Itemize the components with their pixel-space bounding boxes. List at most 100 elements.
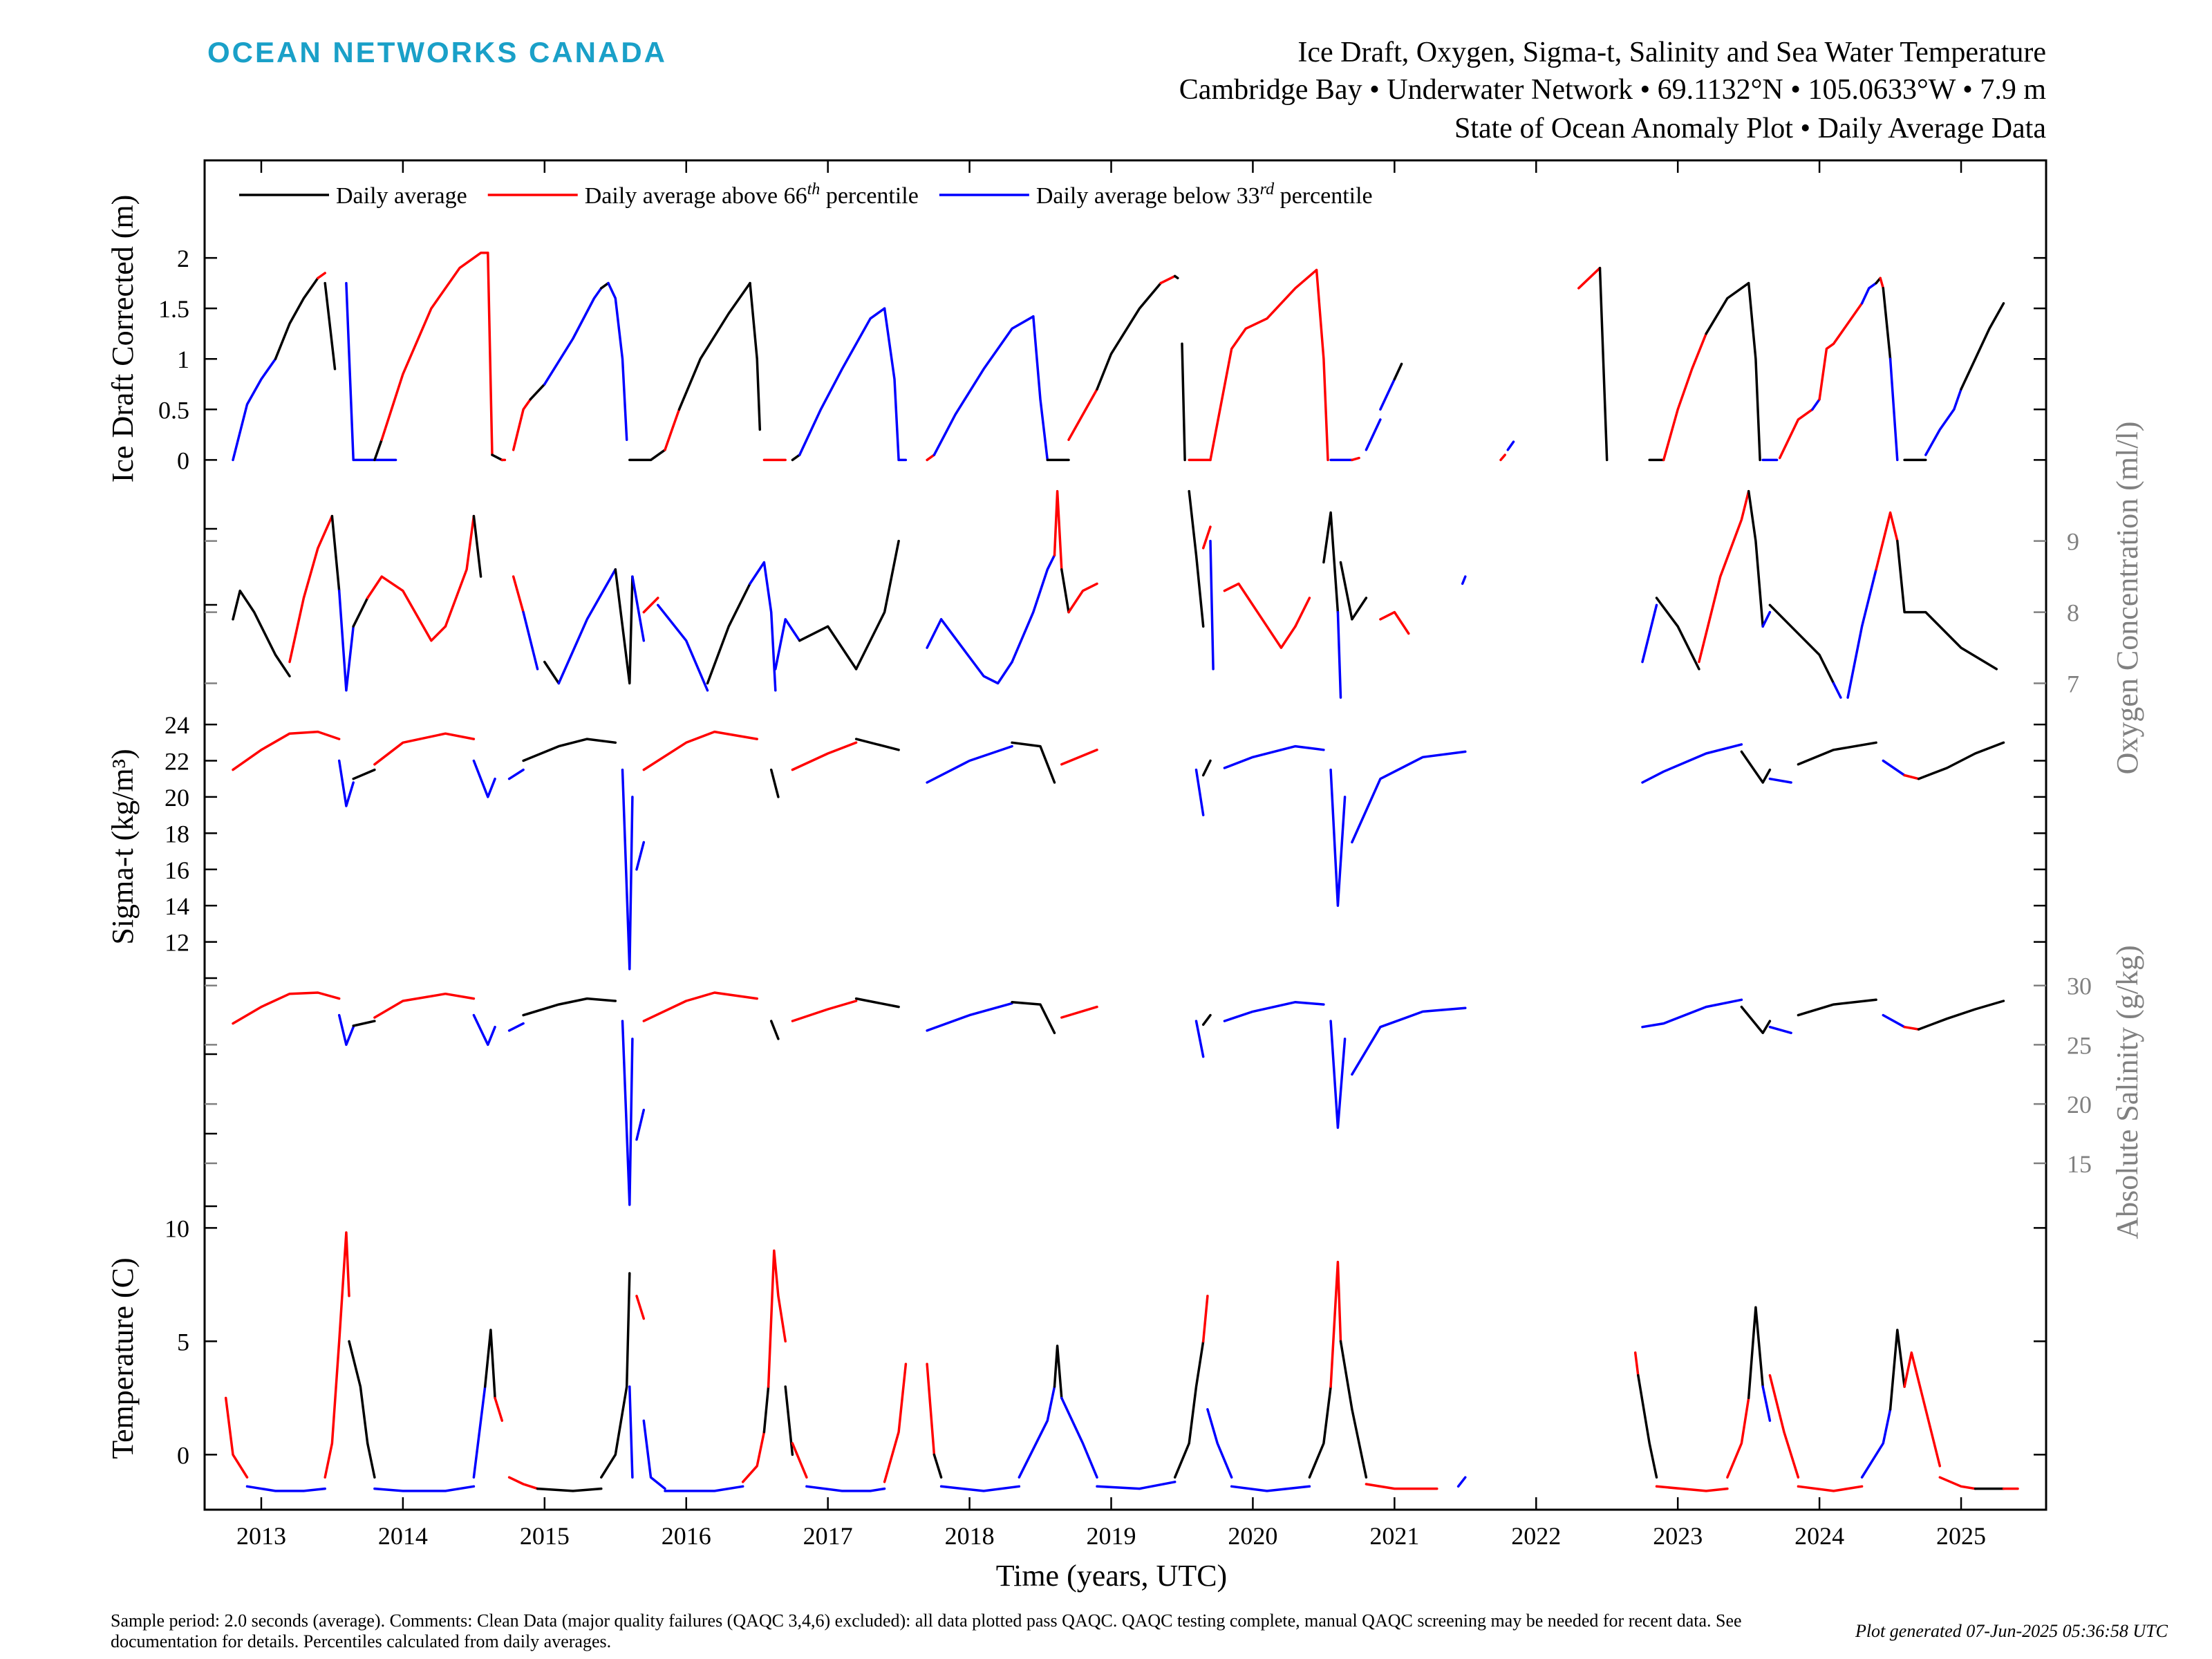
ocean-networks-canada-logo: OCEAN NETWORKS CANADA: [207, 36, 667, 68]
ice-series-segment: [543, 287, 603, 386]
ice-series-segment: [791, 453, 801, 462]
salinity-y-axis-label: Absolute Salinity (g/kg): [2110, 945, 2144, 1239]
x-tick-label: 2017: [803, 1522, 853, 1550]
sigma-series-segment: [1740, 750, 1772, 784]
sigma-series-segment: [621, 768, 634, 971]
temp-series-segment: [1655, 1485, 1729, 1492]
oxygen-y-axis-label: Oxygen Concentration (ml/l): [2110, 422, 2144, 775]
x-tick-label: 2022: [1511, 1522, 1561, 1550]
ice-series-segment: [1393, 362, 1403, 381]
salinity-y-tick-label: 30: [2067, 973, 2092, 1000]
legend-entry-label: Daily average below 33rd percentile: [1036, 180, 1373, 209]
temp-series-segment: [366, 1442, 376, 1479]
ice-series-segment: [1506, 440, 1515, 451]
x-tick-label: 2025: [1936, 1522, 1986, 1550]
ice-series-segment: [600, 281, 610, 290]
ice-series-segment: [274, 276, 319, 360]
oxygen-y-tick-label: 9: [2067, 528, 2079, 556]
sigma-series-segment: [522, 738, 617, 762]
temp-series-segment: [1173, 1340, 1205, 1479]
legend-suffix: percentile: [1274, 183, 1373, 209]
ice-y-tick-label: 0: [177, 447, 189, 474]
ice-series-segment: [529, 383, 546, 401]
salinity-y-tick-label: 25: [2067, 1031, 2092, 1059]
oxygen-series-segment: [642, 597, 659, 614]
temp-series-segment: [1096, 1481, 1177, 1490]
temp-series-segment: [1201, 1295, 1209, 1343]
ice-series-segment: [926, 453, 936, 462]
temp-series-segment: [472, 1385, 487, 1479]
ice-series-segment: [1181, 342, 1186, 462]
legend-entry-label: Daily average above 66th percentile: [585, 180, 919, 209]
oxygen-series-segment: [366, 575, 447, 642]
oxygen-series-segment: [1379, 610, 1410, 635]
temp-y-axis-label: Temperature (C): [106, 1257, 140, 1459]
ice-series-segment: [677, 281, 751, 411]
sigma-y-tick-label: 16: [165, 856, 189, 884]
sigma-series-segment: [791, 741, 858, 771]
ice-series-segment: [491, 453, 504, 462]
sigma-y-tick-label: 22: [165, 748, 189, 776]
salinity-series-segment: [1797, 998, 1877, 1017]
ice-series-segment: [1096, 281, 1162, 391]
x-tick-label: 2016: [662, 1522, 711, 1550]
oxygen-series-segment: [939, 618, 1013, 685]
ice-series-segment: [664, 408, 681, 451]
temp-series-segment: [536, 1487, 603, 1492]
temp-series-segment: [791, 1442, 808, 1479]
temp-y-tick-label: 10: [165, 1215, 189, 1242]
ice-y-tick-label: 0.5: [158, 396, 189, 424]
oxygen-series-segment: [1060, 568, 1070, 614]
ice-series-segment: [1960, 302, 2005, 391]
sigma-series-segment: [1201, 759, 1212, 777]
ice-series-segment: [380, 252, 489, 441]
ice-series-segment: [1598, 266, 1609, 462]
oxygen-series-segment: [557, 568, 617, 685]
ice-series-segment: [1879, 276, 1885, 290]
oxygen-series-segment: [1896, 539, 1998, 671]
x-tick-label: 2013: [236, 1522, 286, 1550]
sigma-series-segment: [926, 744, 1013, 784]
ice-series-segment: [883, 307, 900, 462]
ice-y-tick-label: 1.5: [158, 295, 189, 323]
ice-series-segment: [512, 397, 532, 451]
temp-series-segment: [1726, 1396, 1750, 1479]
oxygen-series-segment: [522, 610, 539, 671]
temp-series-segment: [1637, 1374, 1658, 1479]
x-tick-label: 2023: [1653, 1522, 1703, 1550]
sigma-series-segment: [507, 768, 525, 780]
ice-series-segment: [607, 281, 628, 441]
sigma-series-segment: [854, 738, 900, 751]
sigma-y-tick-label: 24: [165, 711, 189, 739]
temp-series-segment: [1747, 1306, 1764, 1400]
ice-y-axis-label: Ice Draft Corrected (m): [106, 195, 140, 483]
ice-series-segment: [1315, 268, 1329, 462]
ice-series-segment: [487, 252, 494, 456]
temp-series-segment: [1938, 1476, 1977, 1490]
salinity-series-segment: [1351, 1006, 1467, 1076]
sigma-series-segment: [472, 759, 496, 798]
oxygen-series-segment: [854, 539, 900, 671]
temp-y-tick-label: 5: [177, 1328, 189, 1356]
sigma-series-segment: [642, 730, 758, 771]
temp-series-segment: [932, 1453, 943, 1479]
oxygen-series-segment: [472, 514, 482, 578]
temp-y-tick-label: 0: [177, 1441, 189, 1469]
salinity-series-segment: [1903, 1025, 1920, 1031]
chart-subtitle-type: State of Ocean Anomaly Plot • Daily Aver…: [1454, 113, 2046, 144]
ice-series-segment: [1067, 388, 1098, 441]
temp-series-segment: [926, 1362, 936, 1456]
salinity-series-segment: [1329, 1020, 1347, 1130]
temp-series-segment: [1456, 1476, 1467, 1488]
sigma-series-segment: [1903, 774, 1920, 780]
temp-series-segment: [883, 1362, 908, 1483]
oxygen-series-segment: [1339, 561, 1368, 621]
oxygen-y-tick-label: 8: [2067, 599, 2079, 627]
temp-series-segment: [1761, 1385, 1772, 1422]
oxygen-series-segment: [1761, 610, 1772, 628]
temp-series-segment: [635, 1295, 646, 1320]
ice-series-segment: [1888, 357, 1899, 462]
ice-series-segment: [1032, 315, 1049, 462]
legend-entry-label: Daily average: [336, 183, 467, 209]
